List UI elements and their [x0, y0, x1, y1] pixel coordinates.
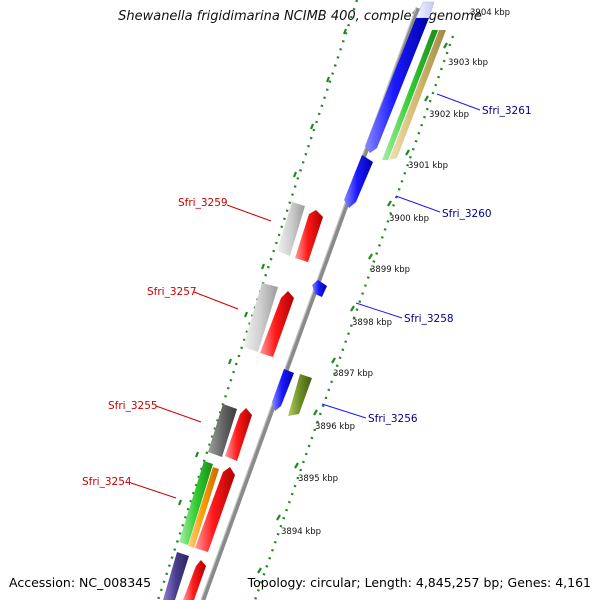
gene-sfri-3256: [288, 374, 312, 416]
gene-sfri-3260: [344, 155, 373, 208]
gene-label-sfri-3255: Sfri_3255: [108, 400, 158, 412]
kbp-label: 3896 kbp: [315, 422, 355, 432]
topology-label: Topology: circular; Length: 4,845,257 bp…: [247, 575, 591, 590]
backbone-line: [200, 7, 417, 600]
gene-sfri-3254: [195, 467, 235, 552]
gene-orange-3254: [188, 467, 219, 548]
gene-sfri-3257: [260, 291, 294, 357]
outer-major-ticks: [257, 42, 448, 574]
gene-sfri-3256-blue: [272, 369, 294, 411]
kbp-label: 3895 kbp: [298, 474, 338, 484]
gene-tan-3261: [389, 30, 446, 160]
gene-sfri-3259-grey: [277, 202, 305, 256]
gene-sfri-3255: [225, 408, 252, 461]
kbp-label: 3899 kbp: [370, 265, 410, 275]
accession-label: Accession: NC_008345: [9, 575, 152, 590]
outer-tick-rail: [253, 35, 455, 600]
gene-navy-bottom: [163, 552, 189, 600]
gene-sfri-3257-grey: [243, 283, 278, 352]
gene-label-sfri-3256: Sfri_3256: [368, 413, 418, 425]
gene-label-sfri-3257: Sfri_3257: [147, 286, 197, 298]
kbp-labels: 3904 kbp 3903 kbp 3902 kbp 3901 kbp 3900…: [281, 8, 510, 537]
kbp-label: 3900 kbp: [389, 214, 429, 224]
reverse-gene-callouts: Sfri_3261 Sfri_3260 Sfri_3258 Sfri_3256: [321, 93, 532, 425]
gene-label-sfri-3259: Sfri_3259: [178, 197, 228, 209]
gene-label-sfri-3258: Sfri_3258: [404, 313, 454, 325]
kbp-label: 3898 kbp: [352, 318, 392, 328]
gene-sfri-3261: [365, 18, 429, 153]
kbp-label: 3897 kbp: [333, 369, 373, 379]
gene-label-sfri-3254: Sfri_3254: [82, 476, 132, 488]
kbp-label: 3894 kbp: [281, 527, 321, 537]
kbp-label: 3902 kbp: [429, 110, 469, 120]
forward-gene-callouts: Sfri_3259 Sfri_3257 Sfri_3255 Sfri_3254: [82, 197, 272, 499]
gene-red-bottom: [183, 560, 206, 600]
kbp-label: 3903 kbp: [448, 58, 488, 68]
gene-sfri-3255-grey: [208, 404, 237, 457]
gene-sfri-3259: [295, 210, 323, 262]
gene-label-sfri-3260: Sfri_3260: [442, 208, 492, 220]
gene-label-sfri-3261: Sfri_3261: [482, 105, 532, 117]
map-title: Shewanella frigidimarina NCIMB 400, comp…: [118, 9, 482, 24]
gene-sfri-3258: [312, 280, 327, 297]
inner-major-ticks: [177, 28, 348, 506]
kbp-label: 3904 kbp: [470, 8, 510, 18]
gene-green-3254: [179, 461, 213, 545]
gene-green-3261: [382, 30, 438, 160]
kbp-label: 3901 kbp: [408, 161, 448, 171]
